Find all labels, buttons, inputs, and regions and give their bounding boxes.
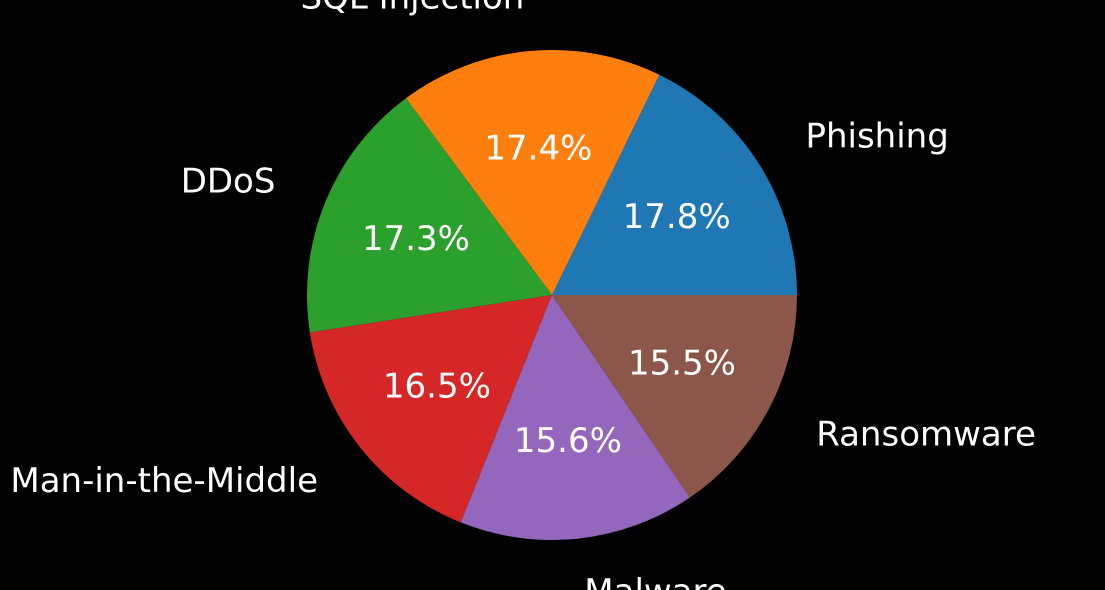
pie-labels: 17.8% Phishing 17.4% SQL Injection 17.3% DDoS… xyxy=(10,0,1036,590)
pie-slice-ddos xyxy=(307,98,552,333)
pie-percent-label: 17.4% xyxy=(484,129,592,169)
pie-category-label: Man-in-the-Middle xyxy=(10,461,318,501)
pie-percent-label: 17.8% xyxy=(623,197,731,237)
pie-slice-man-in-the-middle xyxy=(309,295,552,523)
pie-slice-sql-injection xyxy=(405,50,660,296)
pie-category-label: SQL Injection xyxy=(301,0,525,17)
pie-percent-label: 16.5% xyxy=(383,366,491,406)
pie-slice-ransomware xyxy=(552,295,797,498)
pie-category-label: DDoS xyxy=(181,162,276,202)
pie-slice-phishing xyxy=(552,74,797,295)
pie-percent-label: 17.3% xyxy=(362,219,470,259)
pie-percent-label: 15.5% xyxy=(628,344,736,384)
pie-category-label: Phishing xyxy=(805,117,948,157)
pie-percent-label: 15.6% xyxy=(514,421,622,461)
pie-slices xyxy=(307,50,797,540)
pie-slice-malware xyxy=(460,295,690,540)
pie-category-label: Ransomware xyxy=(816,415,1036,455)
pie-category-label: Malware xyxy=(584,572,726,590)
